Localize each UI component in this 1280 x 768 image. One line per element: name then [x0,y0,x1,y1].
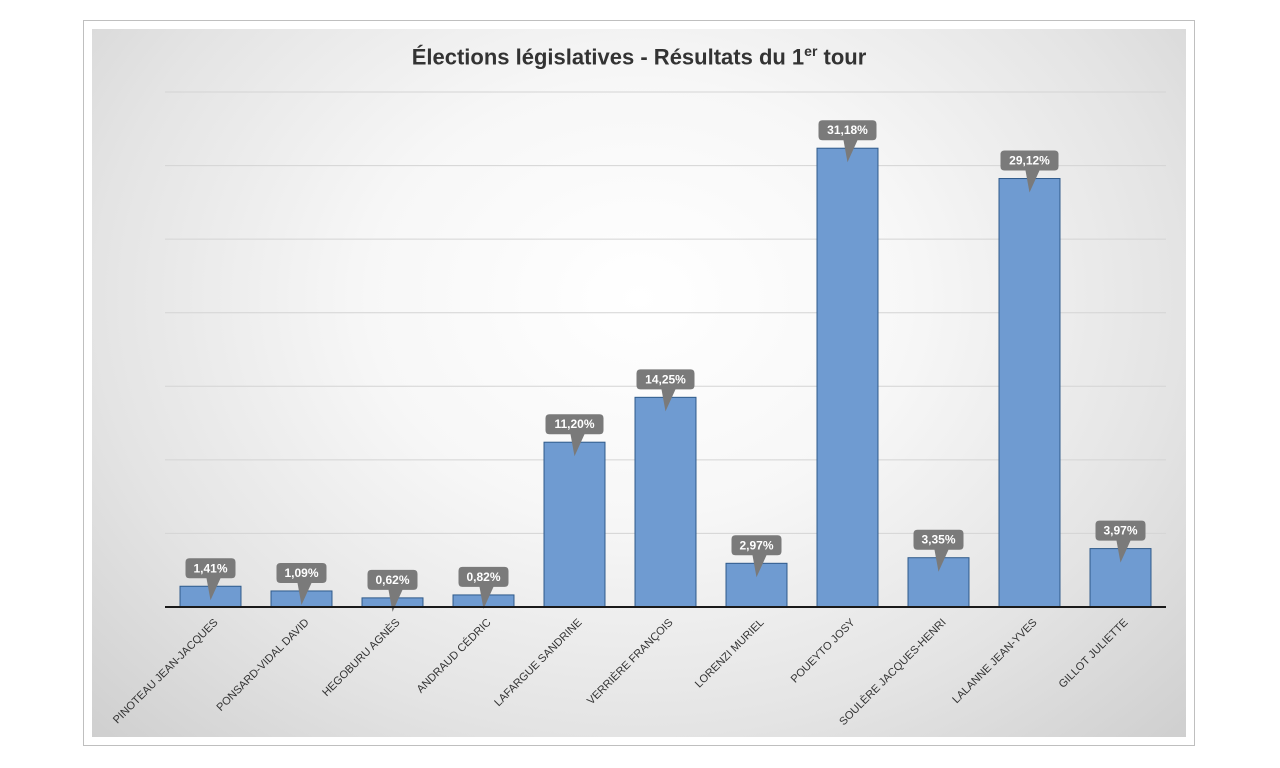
x-tick-label: LAFARGUE SANDRINE [492,617,584,709]
chart-title-superscript: er [804,43,818,59]
chart-title: Élections législatives - Résultats du 1e… [92,43,1186,70]
data-label-callout [545,414,604,457]
data-label: 0,82% [466,570,500,584]
data-label: 1,09% [284,566,318,580]
data-label: 14,25% [645,372,686,386]
data-label-callout [1095,520,1146,563]
bar-group: 0,62% HEGOBURU AGNÈS [320,569,424,699]
bar [816,147,879,608]
bar-group: 11,20% LAFARGUE SANDRINE [492,414,606,709]
data-label-callout [913,529,964,572]
bar-group: 2,97% LORENZI MURIEL [693,535,788,691]
data-label-callout [818,120,877,163]
data-label: 11,20% [554,417,594,431]
x-tick-label: GILLOT JULIETTE [1057,617,1131,691]
data-label: 31,18% [827,123,868,137]
data-label: 0,62% [375,573,409,587]
chart-title-main: Élections législatives - Résultats du 1 [411,44,805,70]
chart-panel: Élections législatives - Résultats du 1e… [92,29,1186,737]
bar [543,441,606,608]
x-tick-label: POUEYTO JOSY [789,616,858,685]
bar-group: 1,09% PONSARD-VIDAL DAVID [215,562,333,714]
bar-group: 0,82% ANDRAUD CÉDRIC [414,566,515,696]
bar-group: 29,12% LALANNE JEAN-YVES [950,150,1061,706]
bar-chart: 1,41% PINOTEAU JEAN-JACQUES 1,09% PONSARD-V… [111,91,1166,728]
data-label-callout [276,562,327,605]
data-label: 1,41% [193,561,227,575]
x-tick-label: HEGOBURU AGNÈS [320,616,403,699]
x-tick-label: PONSARD-VIDAL DAVID [215,617,312,714]
chart-frame: Élections législatives - Résultats du 1e… [83,20,1195,746]
x-tick-label: SOULÈRE JACQUES-HENRI [837,616,949,728]
data-label-callout [1000,150,1059,193]
data-label: 2,97% [739,538,773,552]
bar-group: 3,97% GILLOT JULIETTE [1057,520,1152,691]
data-label: 29,12% [1009,154,1050,168]
data-label-callout [731,535,782,578]
chart-title-suffix: tour [817,44,867,70]
x-tick-label: LALANNE JEAN-YVES [950,617,1039,706]
bar [634,396,697,608]
bar [998,178,1061,608]
data-label-callout [185,558,236,601]
x-tick-label: VERRIÈRE FRANÇOIS [584,616,675,707]
data-label-callout [367,569,418,612]
data-label: 3,35% [921,533,955,547]
x-tick-label: ANDRAUD CÉDRIC [414,616,494,696]
data-label-callout [458,566,509,609]
data-label-callout [636,369,695,412]
x-tick-label: PINOTEAU JEAN-JACQUES [111,617,221,727]
x-tick-label: LORENZI MURIEL [693,617,767,691]
data-label: 3,97% [1103,524,1137,538]
bar-group: 31,18% POUEYTO JOSY [789,120,879,685]
